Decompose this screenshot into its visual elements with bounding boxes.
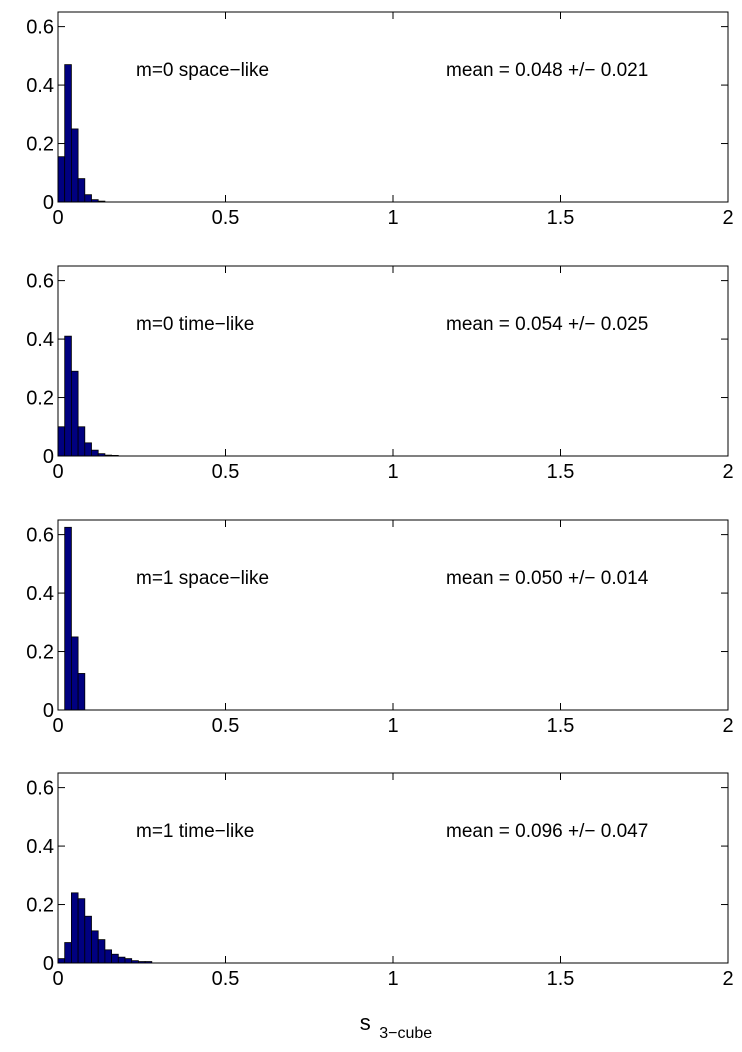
panel-label-m0-space: m=0 space−like [136, 60, 269, 81]
bar-m0-time-1 [64, 335, 72, 457]
x-tick-label-m1-space-2: 1 [387, 715, 398, 737]
axes-frame-m1-space [57, 519, 729, 711]
axes-frame-m1-time [57, 772, 729, 964]
x-tick-label-m1-space-0: 0 [52, 715, 63, 737]
x-tick-label-m0-time-4: 2 [722, 461, 733, 483]
y-tick-label-m0-time-1: 0.2 [26, 388, 54, 410]
panel-m0-time: 0 0.5 1 1.5 2 0 0.2 0.4 0.6 m=0 time−like mean = 0… [26, 265, 734, 483]
axes-frame-m0-time [57, 265, 729, 457]
x-tick-label-m1-time-3: 1.5 [547, 968, 575, 990]
x-axis-label: s 3−cube [360, 1010, 432, 1042]
x-tick-label-m0-time-0: 0 [52, 461, 63, 483]
bar-m0-space-3 [77, 178, 86, 203]
x-tick-label-m1-time-0: 0 [52, 968, 63, 990]
bar-m1-space-1 [71, 636, 79, 711]
x-tick-label-m1-time-2: 1 [387, 968, 398, 990]
panel-m1-time: 0 0.5 1 1.5 2 0 0.2 0.4 0.6 m=1 time−like mean = 0… [26, 772, 734, 990]
panel-label-m0-time: m=0 time−like [136, 314, 254, 335]
bar-m1-time-1 [64, 942, 72, 964]
bar-m0-space-4 [84, 194, 92, 203]
y-tick-label-m1-space-0: 0 [43, 700, 54, 722]
x-tick-label-m1-space-3: 1.5 [547, 715, 575, 737]
x-tick-label-m0-space-2: 1 [387, 207, 398, 229]
panel-stat-m0-time: mean = 0.054 +/− 0.025 [446, 314, 648, 335]
bar-m1-time-2 [71, 892, 79, 964]
x-tick-label-m1-space-1: 0.5 [212, 715, 240, 737]
x-tick-label-m0-time-3: 1.5 [547, 461, 575, 483]
y-tick-label-m0-space-0: 0 [43, 192, 54, 214]
y-tick-label-m0-time-0: 0 [43, 446, 54, 468]
panels: 0 0.5 1 1.5 2 0 0.2 0.4 0.6 m=0 space−like mean = … [26, 11, 734, 990]
panel-stat-m1-space: mean = 0.050 +/− 0.014 [446, 568, 649, 589]
panel-label-m1-space: m=1 space−like [136, 568, 269, 589]
y-tick-label-m1-space-2: 0.4 [26, 583, 54, 605]
x-tick-label-m0-time-2: 1 [387, 461, 398, 483]
x-axis-label-subscript: 3−cube [379, 1025, 432, 1042]
y-tick-label-m1-time-2: 0.4 [26, 836, 54, 858]
y-tick-label-m0-time-2: 0.4 [26, 329, 54, 351]
panel-stat-m1-time: mean = 0.096 +/− 0.047 [446, 821, 648, 842]
bar-m0-time-3 [77, 426, 86, 457]
y-tick-label-m1-space-3: 0.6 [26, 525, 54, 547]
bar-m1-time-10 [124, 958, 133, 964]
x-tick-label-m1-time-4: 2 [722, 968, 733, 990]
x-tick-label-m0-space-4: 2 [722, 207, 733, 229]
x-tick-label-m0-time-1: 0.5 [212, 461, 240, 483]
bar-m0-space-2 [71, 128, 79, 203]
y-tick-label-m0-space-3: 0.6 [26, 17, 54, 39]
y-tick-label-m0-space-1: 0.2 [26, 134, 54, 156]
y-tick-label-m1-time-3: 0.6 [26, 778, 54, 800]
x-tick-label-m1-time-1: 0.5 [212, 968, 240, 990]
panel-stat-m0-space: mean = 0.048 +/− 0.021 [446, 60, 648, 81]
bar-m0-space-0 [57, 156, 66, 203]
y-tick-label-m1-time-0: 0 [43, 953, 54, 975]
bar-m1-time-4 [84, 915, 92, 964]
bar-m1-time-7 [104, 949, 113, 964]
panel-label-m1-time: m=1 time−like [136, 821, 254, 842]
y-tick-label-m1-time-1: 0.2 [26, 895, 54, 917]
y-tick-label-m0-space-2: 0.4 [26, 75, 54, 97]
bar-m1-time-3 [77, 898, 86, 964]
bar-m0-time-0 [57, 426, 66, 457]
y-tick-label-m1-space-1: 0.2 [26, 642, 54, 664]
panel-m1-space: 0 0.5 1 1.5 2 0 0.2 0.4 0.6 m=1 space−like mean = … [26, 519, 734, 737]
bar-m1-space-2 [77, 673, 86, 711]
panel-m0-space: 0 0.5 1 1.5 2 0 0.2 0.4 0.6 m=0 space−like mean = … [26, 11, 734, 229]
bar-m1-space-0 [64, 526, 72, 711]
x-axis-label-main: s [360, 1010, 371, 1035]
bar-m1-time-9 [117, 956, 126, 964]
bar-m0-time-5 [91, 449, 99, 457]
x-tick-label-m0-space-0: 0 [52, 207, 63, 229]
bar-m1-time-8 [111, 953, 119, 964]
y-tick-label-m0-time-3: 0.6 [26, 271, 54, 293]
bar-m1-time-0 [57, 958, 66, 964]
bar-m0-time-2 [71, 370, 79, 457]
bar-m1-time-6 [97, 939, 106, 964]
x-tick-label-m0-space-1: 0.5 [212, 207, 240, 229]
bar-m0-time-4 [84, 442, 92, 457]
axes-frame-m0-space [57, 11, 729, 203]
x-tick-label-m0-space-3: 1.5 [547, 207, 575, 229]
x-tick-label-m1-space-4: 2 [722, 715, 733, 737]
bar-m1-time-5 [91, 930, 99, 964]
bar-m0-space-1 [64, 64, 72, 203]
